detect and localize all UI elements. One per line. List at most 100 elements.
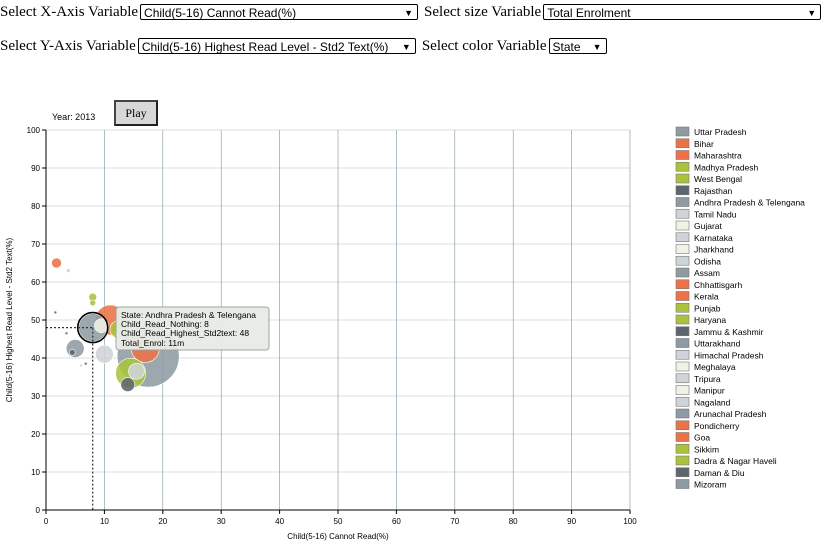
caret-down-icon: ▼ [404, 8, 414, 18]
x-axis-select[interactable]: Child(5-16) Cannot Read(%) ▼ [140, 4, 419, 20]
legend-swatch [675, 255, 690, 266]
legend-swatch [675, 161, 690, 172]
controls-row-2: Select Y-Axis Variable Child(5-16) Highe… [0, 36, 613, 56]
y-tick-label: 0 [36, 506, 41, 515]
x-tick-label: 10 [100, 517, 109, 526]
tooltip: State: Andhra Pradesh & Telengana Child_… [115, 306, 270, 351]
legend-swatch [675, 479, 690, 489]
legend-label: Haryana [694, 315, 726, 325]
y-tick-label: 100 [27, 126, 41, 135]
x-axis-title: Child(5-16) Cannot Read(%) [287, 532, 389, 541]
legend-label: West Bengal [694, 174, 742, 184]
legend-label: Nagaland [694, 397, 731, 407]
legend-swatch [675, 432, 690, 442]
legend-swatch [675, 314, 690, 325]
x-tick-label: 60 [392, 517, 401, 526]
size-variable-select-value: Total Enrolment [547, 6, 631, 20]
data-bubble [51, 257, 62, 269]
legend-label: Kerala [694, 292, 719, 302]
x-tick-label: 70 [450, 517, 459, 526]
y-tick-label: 80 [31, 202, 40, 211]
legend-label: Goa [694, 433, 710, 443]
tooltip-read-std2: Child_Read_Highest_Std2text: 48 [121, 328, 249, 338]
legend-label: Gujarat [694, 221, 723, 231]
legend-label: Chhattisgarh [694, 280, 742, 290]
legend-swatch [675, 361, 690, 372]
legend-label: Punjab [694, 303, 721, 313]
legend-label: Assam [694, 268, 720, 278]
data-bubble [120, 377, 136, 392]
legend-swatch [675, 220, 690, 231]
legend-swatch [675, 173, 690, 184]
legend-label: Pondicherry [694, 421, 740, 431]
legend-label: Jharkhand [694, 245, 734, 255]
caret-down-icon: ▼ [592, 42, 602, 52]
legend-label: Manipur [694, 386, 725, 396]
legend-swatch [675, 408, 690, 419]
legend-label: Daman & Diu [694, 468, 745, 478]
y-tick-label: 60 [31, 278, 40, 287]
data-bubble [65, 339, 85, 358]
color-variable-label: Select color Variable [421, 37, 547, 54]
x-tick-label: 30 [217, 517, 226, 526]
legend-swatch [675, 443, 690, 454]
data-bubble [79, 363, 83, 368]
legend-label: Madhya Pradesh [694, 162, 759, 172]
legend-swatch [675, 385, 690, 395]
size-variable-select[interactable]: Total Enrolment ▼ [543, 4, 822, 20]
axes: 0 10 20 30 40 50 60 70 80 90 100 0 10 20 30 40 50 60 70 80 9… [27, 126, 638, 526]
legend-label: Sikkim [694, 444, 719, 454]
play-button[interactable]: Play [114, 100, 158, 126]
x-tick-label: 0 [44, 517, 49, 526]
data-bubble [95, 344, 114, 364]
caret-down-icon: ▼ [401, 42, 411, 52]
y-tick-label: 50 [31, 316, 40, 325]
x-axis-label: Select X-Axis Variable [0, 3, 139, 20]
legend-label: Bihar [694, 139, 714, 149]
y-tick-label: 90 [31, 164, 40, 173]
data-bubble [128, 362, 145, 380]
y-tick-label: 30 [31, 392, 40, 401]
legend-swatch [675, 349, 690, 360]
y-axis-select[interactable]: Child(5-16) Highest Read Level - Std2 Te… [137, 38, 416, 54]
legend-label: Meghalaya [694, 362, 736, 372]
controls-row-1: Select X-Axis Variable Child(5-16) Canno… [0, 2, 824, 22]
data-bubble [53, 310, 58, 315]
legend-swatch [675, 232, 690, 243]
y-tick-label: 70 [31, 240, 40, 249]
legend-swatch [675, 373, 690, 384]
x-tick-label: 100 [623, 517, 637, 526]
y-axis-title: Child(5-16) Highest Read Level - Std2 Te… [5, 237, 14, 402]
legend-label: Mizoram [694, 480, 727, 490]
legend-label: Jammu & Kashmir [694, 327, 764, 337]
legend-swatch [675, 244, 690, 254]
legend-swatch [675, 302, 690, 313]
data-bubble [64, 331, 69, 336]
legend-label: Himachal Pradesh [694, 350, 764, 360]
size-variable-label: Select size Variable [424, 3, 542, 20]
data-bubble [89, 299, 97, 307]
legend-label: Odisha [694, 256, 721, 266]
legend-swatch [675, 338, 690, 348]
legend-swatch [675, 326, 690, 337]
data-bubble [68, 348, 76, 356]
legend-swatch [675, 197, 690, 207]
legend-label: Andhra Pradesh & Telengana [694, 198, 805, 208]
legend-swatch [675, 126, 690, 137]
data-bubble [94, 318, 109, 334]
x-axis-select-value: Child(5-16) Cannot Read(%) [144, 6, 297, 20]
tooltip-state: State: Andhra Pradesh & Telengana [121, 310, 256, 320]
y-tick-label: 10 [31, 468, 40, 477]
tooltip-total-enrol: Total_Enrol: 11m [121, 338, 184, 348]
y-axis-select-value: Child(5-16) Highest Read Level - Std2 Te… [141, 40, 389, 54]
legend-swatch [675, 208, 690, 219]
y-tick-label: 40 [31, 354, 40, 363]
x-tick-label: 20 [158, 517, 167, 526]
color-variable-select-value: State [552, 40, 581, 54]
legend-label: Tripura [694, 374, 721, 384]
highlight-ring [76, 311, 109, 344]
x-tick-label: 80 [509, 517, 518, 526]
color-variable-select[interactable]: State ▼ [548, 38, 607, 54]
legend-swatch [675, 185, 690, 196]
data-bubble [65, 268, 71, 273]
